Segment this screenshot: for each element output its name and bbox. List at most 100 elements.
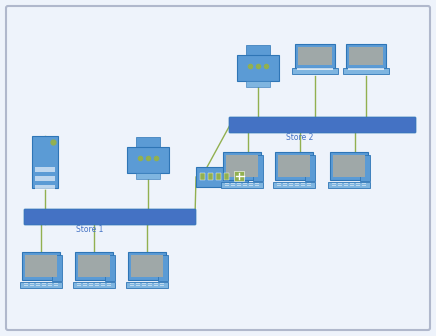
Bar <box>307 185 311 186</box>
Bar <box>107 283 111 284</box>
Bar <box>243 183 247 184</box>
Bar <box>231 183 235 184</box>
Bar <box>216 173 221 180</box>
Bar <box>48 283 52 284</box>
Bar <box>277 183 281 184</box>
Bar <box>89 283 93 284</box>
Bar <box>356 185 360 186</box>
Bar <box>30 285 34 286</box>
Bar <box>136 137 160 147</box>
Bar <box>307 183 311 184</box>
Bar <box>243 185 247 186</box>
Bar <box>101 283 105 284</box>
Bar <box>142 283 146 284</box>
Bar <box>249 185 253 186</box>
Bar <box>278 155 310 177</box>
FancyBboxPatch shape <box>237 55 279 81</box>
Bar <box>148 285 152 286</box>
Bar <box>333 155 365 177</box>
Bar <box>154 285 158 286</box>
FancyBboxPatch shape <box>330 152 368 180</box>
Bar <box>344 185 348 186</box>
Bar <box>136 285 140 286</box>
Bar <box>160 285 164 286</box>
Bar <box>362 185 366 186</box>
FancyBboxPatch shape <box>360 155 370 181</box>
FancyBboxPatch shape <box>253 155 263 181</box>
Bar <box>295 185 299 186</box>
Bar <box>301 185 305 186</box>
Text: Store 1: Store 1 <box>76 225 103 234</box>
FancyBboxPatch shape <box>52 255 62 281</box>
Bar <box>226 155 258 177</box>
Bar <box>246 81 269 87</box>
Bar <box>338 185 342 186</box>
Bar <box>283 183 287 184</box>
Bar <box>298 47 332 65</box>
FancyBboxPatch shape <box>223 152 261 180</box>
Bar <box>297 68 333 70</box>
Bar <box>54 285 58 286</box>
Bar <box>255 185 259 186</box>
Bar <box>25 255 57 277</box>
Bar <box>35 167 55 172</box>
Bar <box>295 183 299 184</box>
FancyBboxPatch shape <box>128 252 166 280</box>
Bar <box>224 173 229 180</box>
Bar <box>362 183 366 184</box>
Bar <box>249 183 253 184</box>
Bar <box>107 285 111 286</box>
Bar <box>54 283 58 284</box>
Bar <box>142 285 146 286</box>
Bar <box>255 183 259 184</box>
Bar <box>78 255 110 277</box>
Text: Store 2: Store 2 <box>286 133 313 142</box>
Bar <box>36 285 40 286</box>
Bar <box>348 68 384 70</box>
Bar <box>234 171 244 181</box>
Bar <box>237 183 241 184</box>
Bar <box>328 182 370 188</box>
Bar <box>332 185 336 186</box>
Bar <box>36 283 40 284</box>
Bar <box>83 283 87 284</box>
Bar <box>35 176 55 181</box>
Bar <box>237 185 241 186</box>
Bar <box>273 182 315 188</box>
Bar <box>101 285 105 286</box>
Bar <box>344 183 348 184</box>
Bar <box>160 283 164 284</box>
Bar <box>77 285 81 286</box>
Bar <box>349 47 383 65</box>
FancyBboxPatch shape <box>196 167 248 187</box>
FancyBboxPatch shape <box>158 255 168 281</box>
Bar <box>148 283 152 284</box>
Bar <box>73 282 115 288</box>
Bar <box>154 283 158 284</box>
FancyBboxPatch shape <box>22 252 60 280</box>
Bar <box>350 185 354 186</box>
Bar <box>42 285 46 286</box>
Bar <box>289 185 293 186</box>
Bar <box>42 283 46 284</box>
Bar <box>283 185 287 186</box>
Bar <box>246 45 269 55</box>
Bar <box>200 173 205 180</box>
Bar <box>225 183 229 184</box>
Bar <box>343 68 389 74</box>
FancyBboxPatch shape <box>229 117 416 133</box>
FancyBboxPatch shape <box>305 155 315 181</box>
Bar <box>131 255 163 277</box>
FancyBboxPatch shape <box>275 152 313 180</box>
Bar <box>346 44 386 68</box>
Bar <box>356 183 360 184</box>
Bar <box>225 185 229 186</box>
Bar <box>20 282 62 288</box>
Bar <box>295 44 335 68</box>
FancyBboxPatch shape <box>75 252 113 280</box>
Bar <box>277 185 281 186</box>
Bar <box>338 183 342 184</box>
Bar <box>83 285 87 286</box>
Bar <box>301 183 305 184</box>
Bar <box>231 185 235 186</box>
